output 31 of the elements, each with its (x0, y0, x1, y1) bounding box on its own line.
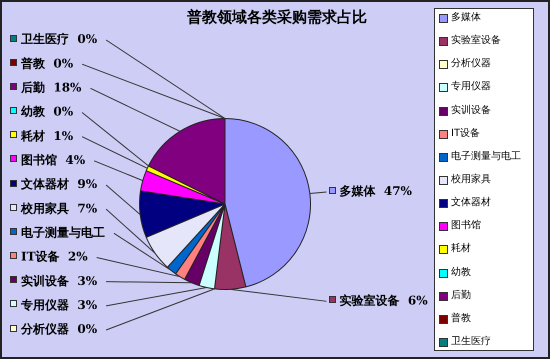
legend-label: 分析仪器 (451, 58, 491, 70)
legend-label: 校用家具 (451, 174, 491, 185)
category-label: 专用仪器 3% (21, 298, 98, 312)
legend-label: 幼教 (451, 266, 471, 278)
category-label: 幼教 0% (21, 104, 74, 119)
category-label: 普教 0% (21, 56, 74, 70)
category-label: 文体器材 9% (21, 177, 98, 192)
category-label: 图书馆 4% (21, 152, 86, 167)
legend-label: 专用仪器 (451, 81, 491, 92)
legend-label: 后勤 (451, 290, 471, 301)
legend-label: IT设备 (451, 128, 480, 139)
category-label: IT设备 2% (21, 250, 88, 264)
legend-label: 电子测量与电工 (21, 225, 105, 240)
legend-label: 实验室设备 (451, 35, 501, 46)
category-label: 电子测量与电工 (451, 150, 521, 162)
legend-label: 文体器材 (451, 197, 491, 208)
legend-label: 多媒体 (451, 12, 481, 23)
category-label: 校用家具 7% (21, 201, 98, 216)
legend-label: 卫生医疗 (451, 336, 491, 347)
legend-label: 普教 (451, 312, 471, 324)
category-label: 多媒体 47% (340, 184, 412, 198)
category-label: 实训设备 3% (21, 274, 98, 288)
legend-label: 图书馆 (451, 220, 481, 232)
category-label: 耗材 1% (21, 128, 74, 143)
chart-title: 普教领域各类采购需求占比 (187, 8, 367, 26)
category-label: 卫生医疗 0% (21, 32, 98, 46)
legend-label: 耗材 (451, 243, 471, 254)
category-label: 实验室设备 6% (340, 293, 428, 308)
category-label: 后勤 18% (21, 80, 82, 94)
category-label: 分析仪器 0% (21, 322, 98, 336)
legend-label: 实训设备 (451, 104, 491, 116)
